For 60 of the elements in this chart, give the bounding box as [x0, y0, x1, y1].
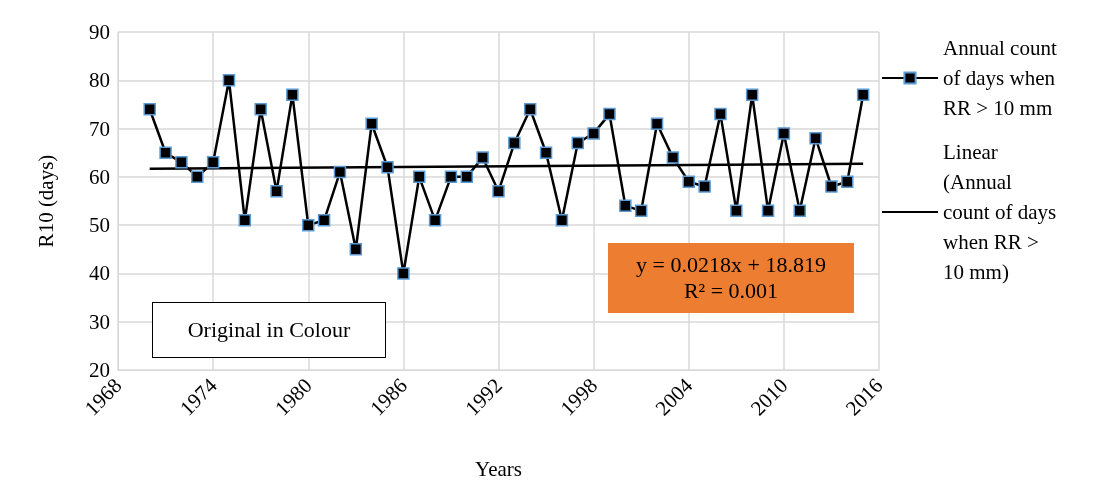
y-tick-label: 90: [89, 20, 110, 44]
point: [206, 156, 220, 169]
point: [365, 117, 378, 130]
point: [159, 146, 172, 159]
y-tick-label: 40: [89, 261, 110, 286]
x-axis-title: Years: [475, 456, 522, 481]
point: [460, 170, 474, 184]
point: [238, 214, 252, 227]
point: [539, 146, 553, 159]
point: [777, 127, 791, 140]
point: [587, 127, 600, 140]
point: [714, 107, 727, 121]
y-tick-label: 80: [89, 68, 110, 93]
point: [841, 175, 854, 188]
point: [412, 170, 426, 184]
text-box: y = 0.0218x + 18.819 R² = 0.001: [608, 243, 854, 313]
point: [508, 136, 521, 150]
point: [603, 107, 616, 121]
point: [793, 204, 806, 217]
point: [761, 204, 775, 217]
text-box: Original in Colour: [152, 302, 386, 358]
point: [381, 160, 394, 174]
point: [302, 218, 315, 232]
legend-label: Annual count of days when RR > 10 mm: [943, 36, 1062, 120]
y-tick-label: 70: [89, 116, 110, 141]
point: [286, 88, 299, 102]
point: [856, 88, 870, 102]
legend-label: Linear (Annual count of days when RR > 10 mm): [943, 140, 1062, 284]
point: [492, 185, 505, 198]
point: [222, 74, 236, 87]
y-axis-title: R10 (days): [33, 154, 58, 248]
point: [444, 170, 458, 184]
point: [825, 180, 838, 193]
point: [317, 214, 331, 227]
point: [270, 185, 283, 198]
point: [730, 204, 743, 217]
point: [523, 103, 537, 116]
y-tick-label: 30: [89, 309, 110, 334]
point: [698, 180, 711, 193]
point: [397, 267, 410, 280]
point: [349, 243, 363, 256]
point: [745, 88, 759, 102]
y-tick-label: 50: [89, 213, 110, 238]
point: [555, 214, 569, 227]
point: [476, 151, 489, 164]
point: [682, 175, 695, 188]
point: [175, 156, 188, 169]
y-tick-label: 20: [89, 358, 110, 382]
point: [428, 214, 442, 227]
point: [619, 199, 632, 213]
point: [333, 165, 347, 179]
point: [634, 204, 648, 217]
point: [650, 117, 664, 130]
point: [666, 151, 680, 164]
point: [143, 103, 156, 116]
point: [254, 103, 267, 116]
y-tick-label: 60: [89, 164, 110, 189]
point: [809, 131, 822, 145]
point: [191, 170, 204, 184]
point: [571, 136, 585, 150]
